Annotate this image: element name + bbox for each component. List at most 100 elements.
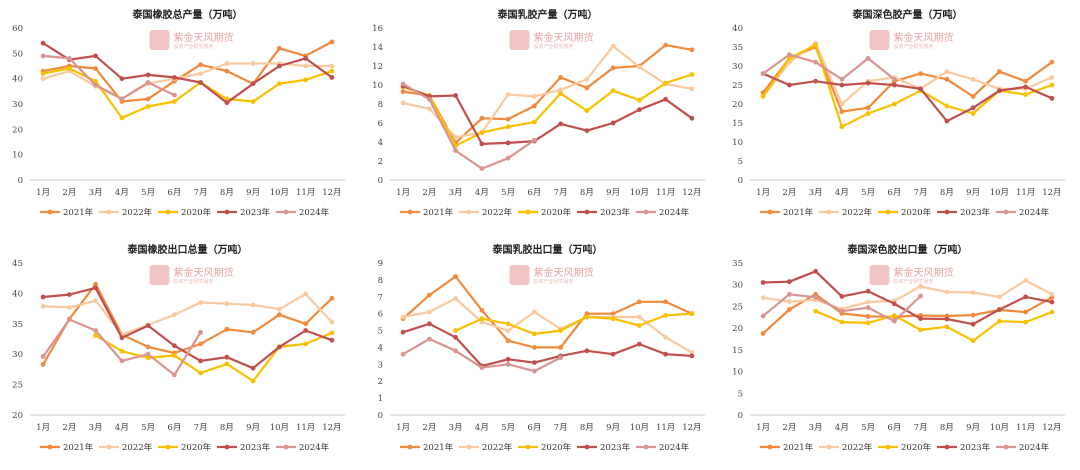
x-tick-label: 2月 — [782, 188, 796, 198]
data-point — [427, 96, 432, 102]
chart-title: 泰国橡胶出口总量（万吨） — [127, 243, 248, 256]
data-point — [813, 42, 818, 48]
data-point — [787, 299, 792, 305]
data-point — [329, 330, 335, 336]
data-point — [610, 43, 616, 49]
data-point — [505, 155, 511, 161]
data-point — [865, 80, 871, 86]
data-point — [970, 111, 976, 116]
y-tick-label: 40 — [12, 289, 23, 299]
data-point — [918, 293, 923, 299]
x-tick-label: 2月 — [782, 423, 796, 433]
series-line-2022年 — [762, 279, 1053, 311]
data-point — [400, 314, 406, 320]
data-point — [479, 307, 485, 313]
data-point — [277, 344, 282, 350]
data-point — [997, 69, 1002, 75]
legend-label: 2022年 — [842, 442, 873, 453]
x-tick-label: 10月 — [270, 423, 289, 433]
x-tick-label: 2月 — [422, 188, 436, 198]
y-tick-label: 0 — [738, 176, 743, 186]
x-tick-label: 3月 — [449, 423, 463, 433]
data-point — [970, 94, 976, 99]
x-tick-label: 12月 — [1042, 423, 1061, 433]
chart-title: 泰国深色胶出口量（万吨） — [847, 243, 968, 256]
legend-label: 2022年 — [482, 442, 513, 453]
data-point — [119, 358, 125, 364]
data-point — [839, 294, 845, 299]
x-tick-label: 9月 — [246, 188, 260, 198]
y-tick-label: 20 — [732, 324, 743, 334]
data-point — [40, 362, 46, 367]
y-tick-label: 10 — [372, 81, 383, 91]
data-point — [584, 348, 590, 354]
data-point — [250, 81, 256, 87]
legend-label: 2023年 — [960, 207, 991, 218]
legend-marker — [106, 209, 112, 215]
y-tick-label: 25 — [12, 381, 23, 391]
x-tick-label: 5月 — [141, 188, 155, 198]
data-point — [892, 313, 897, 318]
y-tick-label: 7 — [378, 293, 383, 303]
data-point — [145, 104, 151, 109]
y-tick-label: 8 — [378, 276, 383, 286]
data-point — [400, 81, 406, 87]
data-point — [224, 301, 230, 307]
y-tick-label: 10 — [732, 138, 743, 148]
data-point — [637, 97, 642, 103]
data-point — [400, 329, 406, 335]
data-point — [944, 289, 950, 295]
y-tick-label: 20 — [732, 100, 743, 110]
data-point — [119, 348, 125, 354]
y-tick-label: 15 — [732, 346, 743, 356]
x-tick-label: 7月 — [554, 423, 568, 433]
data-point — [997, 294, 1002, 300]
data-point — [67, 66, 72, 71]
data-point — [839, 101, 845, 107]
data-point — [505, 124, 511, 130]
y-tick-label: 14 — [372, 43, 383, 53]
legend-label: 2024年 — [659, 442, 690, 453]
y-tick-label: 30 — [12, 350, 23, 360]
data-point — [172, 343, 177, 349]
legend-label: 2020年 — [541, 442, 572, 453]
watermark-text: 紫金天风期货 — [174, 266, 234, 279]
legend-marker — [525, 209, 531, 215]
data-point — [689, 311, 695, 317]
watermark-subtext: 投资产业研究服务 — [174, 43, 214, 50]
data-point — [584, 76, 590, 82]
legend-label: 2023年 — [600, 442, 631, 453]
x-tick-label: 10月 — [630, 188, 649, 198]
data-point — [532, 309, 537, 315]
legend-label: 2021年 — [783, 207, 814, 218]
x-tick-label: 7月 — [194, 188, 208, 198]
legend-marker — [944, 444, 950, 450]
legend-label: 2020年 — [541, 207, 572, 218]
y-tick-label: 40 — [12, 75, 23, 85]
watermark-logo-icon — [149, 30, 170, 50]
data-point — [67, 56, 72, 61]
x-tick-label: 9月 — [606, 188, 620, 198]
series-line-2023年 — [402, 84, 693, 145]
chart-panel-1: 泰国橡胶总产量（万吨） 紫金天风期货 投资产业研究服务 0 10 20 30 40 50 60 1月… — [0, 0, 355, 230]
x-tick-label: 3月 — [449, 188, 463, 198]
legend-label: 2023年 — [240, 442, 271, 453]
data-point — [760, 313, 766, 319]
x-tick-label: 5月 — [141, 423, 155, 433]
legend-label: 2022年 — [482, 207, 513, 218]
data-point — [1023, 78, 1028, 84]
data-point — [944, 316, 950, 322]
x-tick-label: 10月 — [630, 423, 649, 433]
data-point — [329, 75, 335, 80]
y-tick-label: 0 — [378, 411, 383, 421]
data-point — [1023, 309, 1028, 315]
y-tick-label: 10 — [732, 368, 743, 378]
data-point — [839, 76, 845, 82]
series-line-2024年 — [762, 53, 896, 81]
y-tick-label: 8 — [378, 100, 383, 110]
y-tick-label: 6 — [378, 119, 383, 129]
data-point — [610, 311, 616, 317]
legend-label: 2024年 — [299, 442, 330, 453]
data-point — [479, 319, 485, 325]
data-point — [865, 305, 871, 311]
